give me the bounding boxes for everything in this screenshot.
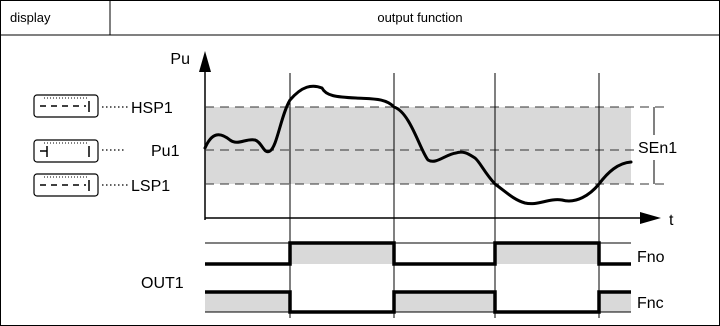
x-axis-label: t — [669, 212, 674, 229]
fnc-label: Fnc — [637, 295, 664, 312]
fno-label: Fno — [637, 249, 665, 266]
y-axis-arrow-icon — [199, 51, 211, 72]
process-value-curve — [203, 84, 633, 206]
hysteresis-band — [205, 107, 631, 184]
pu-label: Pu1 — [151, 143, 180, 160]
sen-label: SEn1 — [638, 140, 677, 157]
display-icon-pu — [33, 139, 99, 163]
hsp-label: HSP1 — [131, 100, 173, 117]
display-icon-lsp — [33, 173, 99, 197]
x-axis-arrow-icon — [640, 212, 661, 224]
header-display-label: display — [10, 10, 51, 25]
header-output-function-label: output function — [377, 10, 462, 25]
lsp-label: LSP1 — [131, 178, 170, 195]
fno-timing-row — [205, 241, 631, 266]
fnc-timing-row — [205, 290, 631, 314]
out1-label: OUT1 — [141, 275, 184, 292]
display-icon-hsp — [33, 94, 99, 118]
y-axis-label: Pu — [170, 51, 190, 68]
